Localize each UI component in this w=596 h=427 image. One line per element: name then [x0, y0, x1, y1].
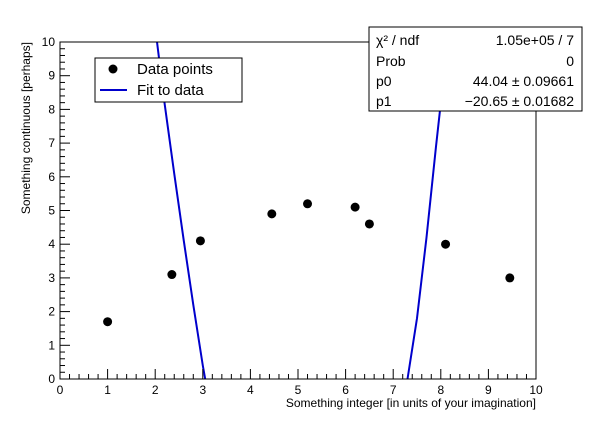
stat-label-chi2: χ² / ndf [376, 32, 419, 48]
stat-value-prob: 0 [566, 53, 574, 69]
y-tick-label: 3 [48, 271, 55, 285]
y-tick-label: 1 [48, 338, 55, 352]
data-point [505, 273, 515, 283]
y-tick-label: 9 [48, 69, 55, 83]
x-tick-label: 3 [199, 383, 206, 397]
stat-label-p0: p0 [376, 73, 392, 89]
y-tick-label: 6 [48, 170, 55, 184]
data-point [303, 199, 313, 209]
x-tick-label: 4 [247, 383, 254, 397]
x-tick-label: 2 [152, 383, 159, 397]
stat-value-p0: 44.04 ± 0.09661 [473, 73, 574, 89]
data-point [267, 209, 277, 219]
stat-value-p1: −20.65 ± 0.01682 [465, 93, 574, 109]
legend-box [94, 57, 243, 103]
data-point [195, 236, 205, 246]
x-tick-label: 5 [295, 383, 302, 397]
stat-value-chi2: 1.05e+05 / 7 [496, 32, 574, 48]
x-tick-label: 6 [342, 383, 349, 397]
y-tick-label: 2 [48, 305, 55, 319]
data-point [350, 202, 360, 212]
x-tick-label: 0 [57, 383, 64, 397]
y-tick-label: 0 [48, 372, 55, 386]
y-tick-label: 4 [48, 237, 55, 251]
x-tick-label: 8 [437, 383, 444, 397]
y-axis-ticks: 0 1 2 3 4 5 6 7 8 9 10 [42, 35, 70, 386]
legend-label-data-points: Data points [137, 61, 213, 78]
legend: Data points Fit to data [94, 57, 243, 103]
stats-box-frame [368, 26, 583, 112]
y-axis-label: Something continuous [perhaps] [19, 42, 33, 214]
data-point [103, 317, 113, 327]
x-tick-label: 9 [485, 383, 492, 397]
x-tick-label: 1 [104, 383, 111, 397]
legend-marker-data-points [108, 64, 118, 74]
fit-curve-branch-1 [156, 42, 207, 379]
fit-statistics-box: χ² / ndf 1.05e+05 / 7 Prob 0 p0 44.04 ± … [368, 26, 583, 112]
legend-label-fit: Fit to data [137, 82, 204, 99]
data-point [167, 270, 177, 280]
y-tick-label: 7 [48, 136, 55, 150]
data-point [441, 239, 451, 249]
x-tick-label: 7 [390, 383, 397, 397]
x-tick-label: 10 [529, 383, 543, 397]
y-tick-label: 5 [48, 204, 55, 218]
data-point [364, 219, 374, 229]
x-axis-label: Something integer [in units of your imag… [286, 396, 536, 410]
stat-label-p1: p1 [376, 93, 392, 109]
y-tick-label: 8 [48, 102, 55, 116]
data-points-layer [103, 199, 515, 327]
stat-label-prob: Prob [376, 53, 406, 69]
x-axis-ticks: 0 1 2 3 4 5 6 7 8 9 10 [57, 369, 543, 397]
y-tick-label: 10 [42, 35, 56, 49]
